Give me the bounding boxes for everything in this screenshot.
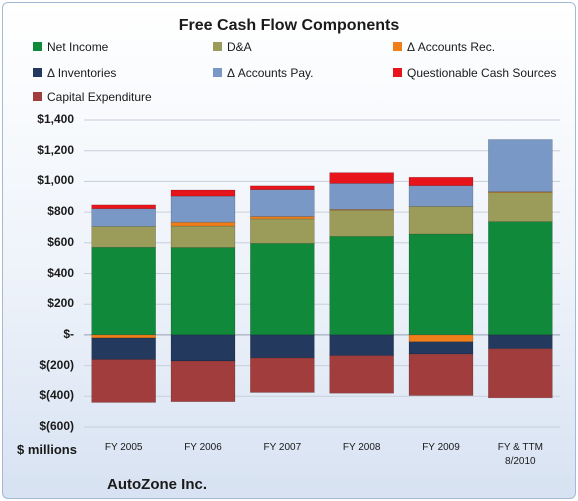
x-tick-label: FY 2006: [184, 442, 222, 453]
bar-segment: [488, 192, 553, 222]
bar-segment: [91, 337, 156, 360]
bar-segment: [170, 360, 236, 402]
bar-segment: [91, 204, 156, 210]
bar-segment: [91, 208, 156, 227]
bar-segment: [488, 348, 553, 399]
y-tick-label: $800: [47, 204, 74, 219]
bar-segment: [250, 218, 315, 244]
x-tick-label: FY 2007: [263, 442, 302, 453]
bar-segment: [170, 195, 236, 223]
bar-segment: [250, 334, 315, 359]
legend-accounts-rec: Δ Accounts Rec.: [393, 40, 495, 54]
y-tick-label: $(200): [39, 357, 74, 372]
bar-segment: [170, 225, 236, 248]
legend-questionable: Questionable Cash Sources: [393, 66, 556, 80]
y-tick-label: $1,400: [37, 112, 74, 126]
x-tick-label: FY 2008: [342, 442, 381, 453]
bar-segment: [170, 247, 236, 336]
bar-segment: [408, 341, 474, 355]
y-tick-label: $1,200: [37, 142, 74, 157]
bar-segment: [329, 183, 394, 210]
bar-segment: [408, 206, 474, 235]
bar-segment: [329, 355, 394, 394]
x-tick-label: FY & TTM 8/2010: [497, 442, 543, 467]
legend-accounts-pay: Δ Accounts Pay.: [213, 66, 314, 80]
bar-segment: [408, 185, 474, 207]
bar-segment: [91, 226, 156, 248]
bar-segment: [91, 334, 156, 339]
bar-segment: [170, 221, 236, 227]
bar-segment: [408, 353, 474, 396]
bar-segment: [250, 189, 315, 217]
y-tick-label: $(400): [39, 388, 74, 403]
bar-segment: [170, 189, 236, 197]
legend-da: D&A: [213, 40, 252, 54]
y-tick-label: $200: [47, 296, 74, 311]
bar-segment: [250, 216, 315, 220]
y-axis-units-label: $ millions: [17, 442, 77, 457]
bar-segment: [329, 209, 394, 237]
bar-segment: [488, 139, 553, 192]
bar-segment: [488, 221, 553, 336]
bar-segment: [408, 233, 474, 336]
bar-segment: [91, 246, 156, 336]
y-tick-label: $1,000: [37, 173, 74, 188]
bar-segment: [329, 334, 394, 356]
x-tick-label: FY 2009: [422, 442, 460, 453]
y-tick-label: $-: [63, 326, 74, 341]
bar-segment: [488, 334, 553, 350]
y-tick-label: $400: [47, 265, 74, 280]
y-tick-label: $(600): [39, 419, 74, 433]
chart-title: Free Cash Flow Components: [178, 17, 400, 34]
bar-segment: [408, 176, 474, 186]
bar-segment: [329, 236, 394, 336]
legend-inventories: Δ Inventories: [33, 66, 116, 80]
y-tick-label: $600: [47, 234, 74, 249]
bar-segment: [250, 357, 315, 393]
company-name: AutoZone Inc.: [107, 476, 207, 493]
bar-segment: [91, 359, 156, 403]
bar-segment: [170, 334, 236, 362]
bar-segment: [250, 243, 315, 336]
legend-net-income: Net Income: [33, 40, 108, 54]
x-tick-label: FY 2005: [104, 442, 143, 453]
legend-capex: Capital Expenditure: [33, 90, 152, 104]
bar-segment: [408, 334, 474, 343]
bar-segment: [329, 172, 394, 184]
bar-segment: [250, 185, 315, 190]
